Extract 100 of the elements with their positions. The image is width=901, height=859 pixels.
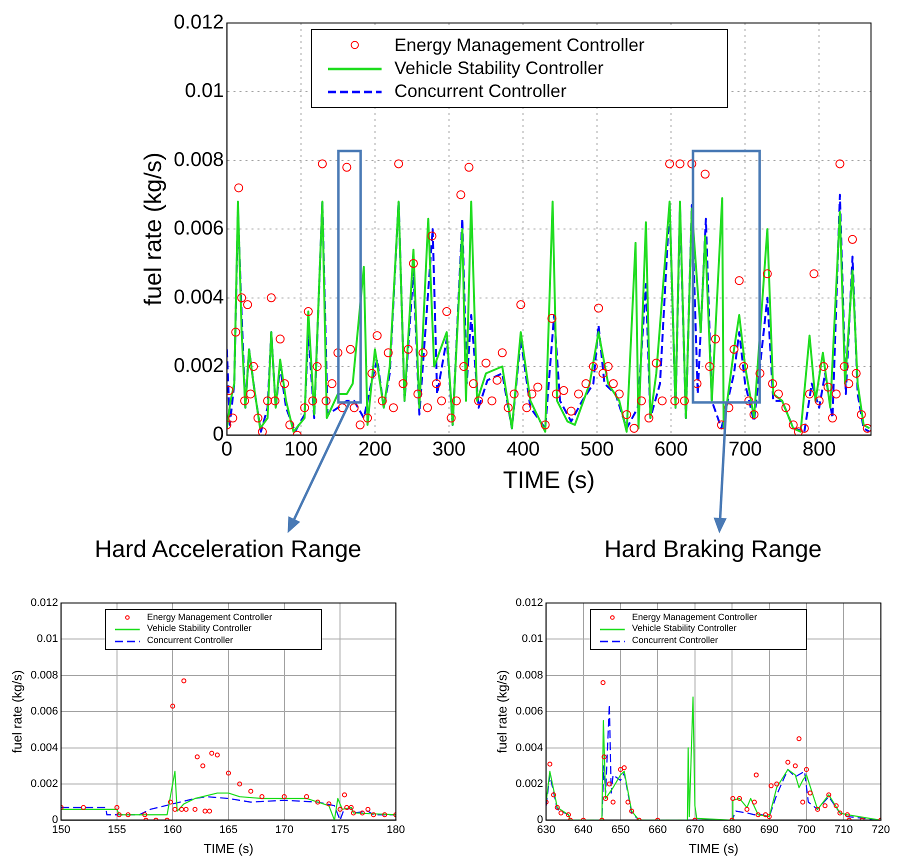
- point: [172, 806, 178, 812]
- y-tick-label: 0.006: [30, 706, 58, 718]
- point: [342, 792, 348, 798]
- legend-label: Vehicle Stability Controller: [394, 56, 604, 80]
- point: [600, 680, 606, 686]
- point: [800, 800, 806, 805]
- y-tick-label: 0.002: [174, 355, 224, 378]
- point: [114, 805, 120, 810]
- point: [181, 678, 186, 684]
- y-axis-title: fuel rate (kg/s): [494, 670, 510, 754]
- legend-label: Energy Management Controller: [632, 612, 758, 624]
- point: [834, 803, 839, 808]
- y-tick-label: 0: [52, 814, 58, 826]
- point: [547, 762, 552, 767]
- point: [326, 801, 332, 806]
- point: [382, 812, 388, 818]
- x-tick-label: 720: [872, 824, 890, 836]
- point: [792, 763, 798, 768]
- point: [796, 736, 802, 742]
- point: [237, 782, 242, 786]
- point: [184, 806, 189, 812]
- point: [756, 812, 761, 818]
- y-tick-label: 0.006: [174, 218, 224, 240]
- y-tick-label: 0.012: [174, 12, 224, 34]
- y-tick-label: 0.01: [36, 633, 58, 646]
- legend-label: Energy Management Controller: [147, 612, 272, 624]
- point: [170, 704, 176, 709]
- y-tick-label: 0.008: [30, 669, 58, 682]
- point: [610, 800, 616, 805]
- x-tick-label: 700: [797, 824, 816, 836]
- x-tick-label: 600: [654, 438, 688, 461]
- x-tick-label: 650: [611, 824, 630, 836]
- point: [116, 812, 122, 818]
- point: [348, 805, 354, 810]
- point: [315, 800, 320, 805]
- y-tick-label: 0.002: [516, 778, 544, 790]
- x-tick-label: 155: [108, 824, 126, 836]
- point: [554, 805, 560, 810]
- point: [142, 812, 148, 818]
- point: [603, 796, 608, 801]
- point: [558, 810, 564, 816]
- point: [822, 803, 828, 808]
- point: [209, 750, 214, 756]
- y-tick-label: 0.012: [30, 597, 58, 610]
- point: [360, 810, 365, 816]
- point: [768, 783, 774, 788]
- x-tick-label: 690: [760, 824, 778, 836]
- point: [126, 812, 131, 818]
- y-tick-label: 0.012: [516, 597, 544, 610]
- point: [622, 765, 627, 770]
- y-tick-label: 0.004: [30, 742, 58, 754]
- x-tick-label: 300: [432, 438, 466, 461]
- legend-label: Energy Management Controller: [394, 34, 644, 57]
- point: [837, 810, 842, 816]
- y-tick-label: 0.002: [30, 778, 58, 790]
- x-tick-label: 165: [219, 824, 238, 836]
- point: [826, 792, 832, 798]
- point: [844, 812, 850, 818]
- x-axis-title: TIME (s): [502, 467, 595, 494]
- point: [194, 754, 200, 760]
- x-tick-label: 100: [284, 438, 318, 461]
- point: [744, 806, 750, 812]
- point: [606, 782, 612, 786]
- x-tick-label: 800: [802, 438, 836, 461]
- point: [766, 814, 772, 820]
- point: [202, 808, 208, 814]
- y-tick-label: 0.01: [522, 633, 544, 646]
- legend-label: Vehicle Stability Controller: [147, 623, 252, 636]
- point: [226, 770, 231, 776]
- x-tick-label: 680: [722, 824, 742, 836]
- point: [737, 796, 742, 801]
- x-axis-title: TIME (s): [688, 840, 738, 856]
- point: [207, 808, 212, 814]
- point: [618, 767, 624, 772]
- y-tick-label: 0.004: [516, 742, 544, 754]
- point: [625, 800, 630, 805]
- point: [774, 782, 780, 786]
- point: [371, 812, 376, 818]
- legend-label: Vehicle Stability Controller: [632, 623, 737, 636]
- point: [754, 772, 759, 778]
- point: [763, 812, 768, 818]
- point: [282, 794, 287, 800]
- point: [730, 796, 736, 801]
- legend-label: Concurrent Controller: [394, 80, 566, 104]
- point: [602, 754, 607, 760]
- y-tick-label: 0.004: [174, 286, 224, 308]
- point: [815, 806, 820, 812]
- point: [214, 752, 220, 758]
- x-tick-label: 180: [386, 824, 406, 836]
- y-tick-label: 0: [537, 814, 544, 826]
- point: [808, 790, 813, 796]
- point: [168, 800, 173, 805]
- legend-label: Concurrent Controller: [632, 635, 718, 647]
- point: [344, 805, 350, 810]
- point: [192, 806, 198, 812]
- point: [566, 812, 571, 818]
- y-tick-label: 0.006: [516, 706, 544, 718]
- legend-label: Concurrent Controller: [147, 635, 234, 647]
- x-tick-label: 700: [728, 438, 762, 461]
- point: [259, 794, 264, 800]
